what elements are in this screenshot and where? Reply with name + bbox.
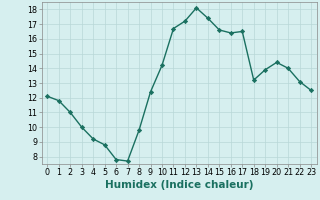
X-axis label: Humidex (Indice chaleur): Humidex (Indice chaleur) bbox=[105, 180, 253, 190]
